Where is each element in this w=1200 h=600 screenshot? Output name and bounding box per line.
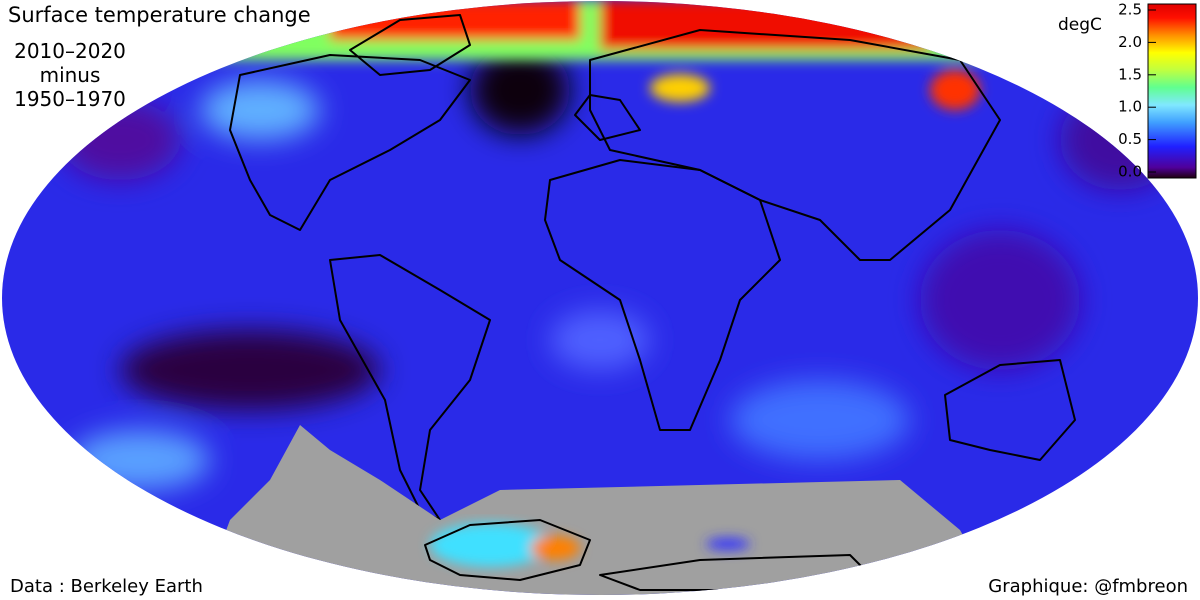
colorbar-ticks: 0.0 0.5 1.0 1.5 2.0 2.5 [1118, 1, 1156, 181]
colorbar-unit: degC [1058, 15, 1102, 35]
colorbar-tick-label: 2.5 [1118, 1, 1142, 19]
colorbar-tick-label: 0.5 [1118, 130, 1142, 148]
colorbar-tick-label: 0.0 [1118, 163, 1142, 181]
data-source: Data : Berkeley Earth [10, 576, 203, 597]
colorbar-tick-label: 1.5 [1118, 65, 1142, 83]
colorbar [1147, 3, 1197, 179]
map-title: Surface temperature change [8, 3, 311, 27]
period-label: 2010–2020 [14, 39, 126, 63]
period-label: 1950–1970 [14, 87, 126, 111]
colorbar-tick-label: 2.0 [1118, 33, 1142, 51]
land-masses [229, 14, 1076, 521]
period-label: minus [40, 63, 101, 87]
colorbar-tick-label: 1.0 [1118, 98, 1142, 116]
author-credit: Graphique: @fmbreon [988, 576, 1188, 597]
